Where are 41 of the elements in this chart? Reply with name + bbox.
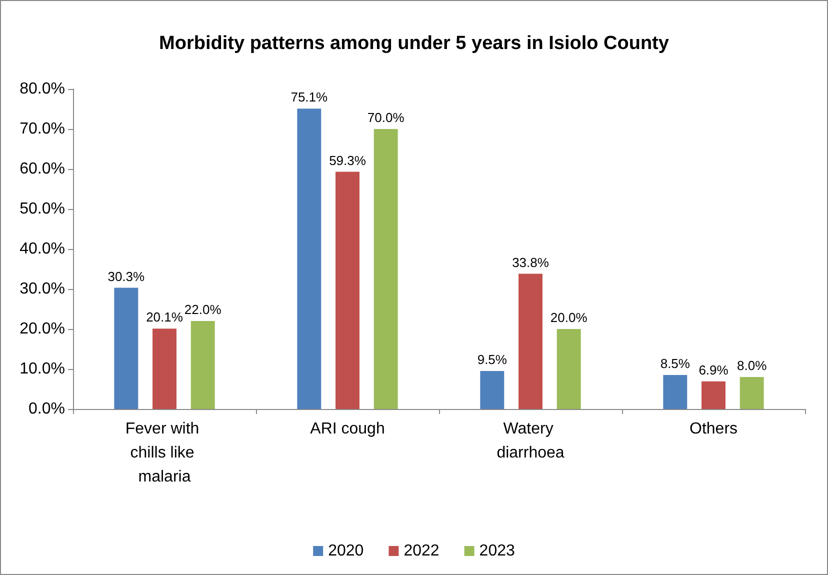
x-tick-label: Fever with chills like malaria [125, 420, 204, 486]
y-tick-label: 10.0% [20, 360, 65, 378]
data-label: 8.5% [660, 356, 690, 371]
data-label: 59.3% [329, 152, 366, 168]
legend-label: 2022 [404, 542, 440, 560]
x-tick-label: Others [689, 420, 738, 438]
bar [374, 129, 398, 409]
data-label: 9.5% [477, 352, 508, 367]
y-tick-label: 60.0% [20, 160, 65, 178]
bar [336, 172, 360, 409]
data-label: 20.0% [550, 310, 588, 325]
bar [702, 381, 726, 409]
data-label: 70.0% [367, 110, 405, 125]
data-label: 22.0% [184, 302, 222, 317]
y-tick-label: 0.0% [28, 400, 65, 418]
x-tick-label: ARI cough [310, 420, 385, 438]
bar [663, 375, 688, 409]
bar [190, 321, 215, 409]
y-tick-label: 70.0% [20, 120, 65, 138]
bar [518, 274, 542, 409]
x-tick-label: Watery diarrhoea [496, 420, 564, 462]
bar [740, 377, 764, 409]
bar [297, 108, 322, 409]
bar [114, 288, 138, 409]
bar [152, 328, 176, 409]
data-label: 30.3% [108, 268, 146, 284]
bar [480, 371, 504, 409]
data-label: 6.9% [698, 362, 729, 378]
y-tick-label: 20.0% [20, 320, 65, 338]
legend-label: 2023 [479, 542, 515, 560]
chart-title: Morbidity patterns among under 5 years in Isiolo County [159, 33, 670, 54]
data-label: 8.0% [737, 358, 768, 373]
data-label: 20.1% [146, 310, 184, 325]
legend-label: 2020 [328, 542, 364, 560]
y-tick-label: 30.0% [20, 280, 65, 298]
bar [556, 329, 581, 409]
y-tick-label: 80.0% [20, 80, 65, 98]
y-tick-label: 50.0% [20, 200, 65, 218]
data-label: 75.1% [290, 90, 328, 105]
y-tick-label: 40.0% [20, 240, 65, 258]
data-label: 33.8% [512, 254, 550, 270]
